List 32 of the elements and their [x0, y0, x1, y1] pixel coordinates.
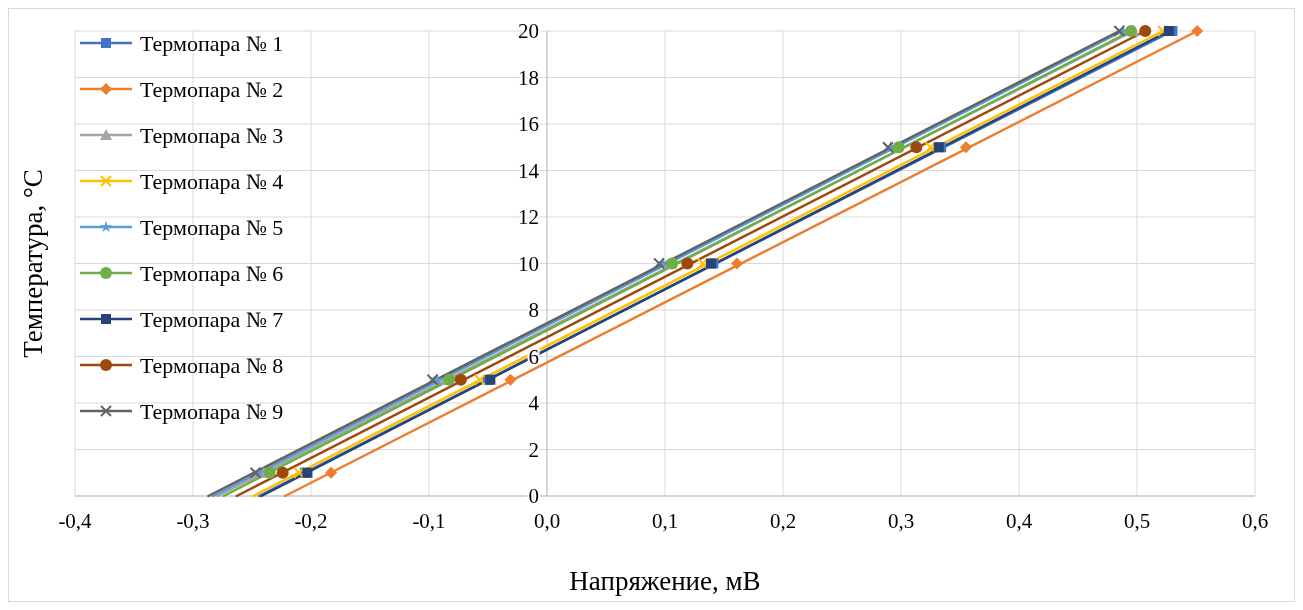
y-tick-label: 0: [528, 484, 539, 508]
legend-label: Термопара № 5: [140, 215, 284, 240]
x-tick-label: 0,5: [1123, 509, 1151, 533]
y-tick-label: 12: [518, 205, 539, 229]
x-axis-title: Напряжение, мВ: [569, 566, 761, 596]
y-tick-label: 2: [528, 437, 539, 462]
y-tick-label: 20: [518, 19, 539, 43]
y-tick-label: 16: [518, 112, 539, 136]
y-tick-label: 14: [518, 158, 540, 183]
x-tick-label: 0,4: [1005, 509, 1033, 533]
x-tick-label: 0,1: [651, 509, 679, 533]
legend-label: Термопара № 9: [140, 399, 284, 424]
y-axis-title: Температура, °C: [18, 169, 48, 358]
y-tick-label: 4: [528, 391, 540, 415]
legend-label: Термопара № 8: [140, 353, 284, 378]
y-tick-label: 18: [518, 65, 539, 90]
x-tick-label: -0,2: [294, 509, 328, 533]
legend-label: Термопара № 2: [140, 77, 284, 102]
y-tick-label: 10: [518, 251, 539, 276]
x-tick-label: 0,2: [769, 509, 797, 533]
legend-label: Термопара № 1: [140, 31, 284, 56]
x-tick-label: 0,3: [887, 509, 915, 533]
x-tick-label: -0,3: [176, 509, 210, 533]
x-tick-label: 0,6: [1241, 509, 1269, 533]
x-tick-label: -0,1: [412, 509, 446, 533]
x-tick-label: -0,4: [58, 509, 93, 533]
legend-label: Термопара № 4: [140, 169, 284, 194]
x-tick-label: 0,0: [533, 509, 561, 533]
legend-label: Термопара № 6: [140, 261, 284, 286]
y-tick-label: 8: [528, 298, 539, 322]
legend-label: Термопара № 3: [140, 123, 284, 148]
legend-label: Термопара № 7: [140, 307, 284, 332]
